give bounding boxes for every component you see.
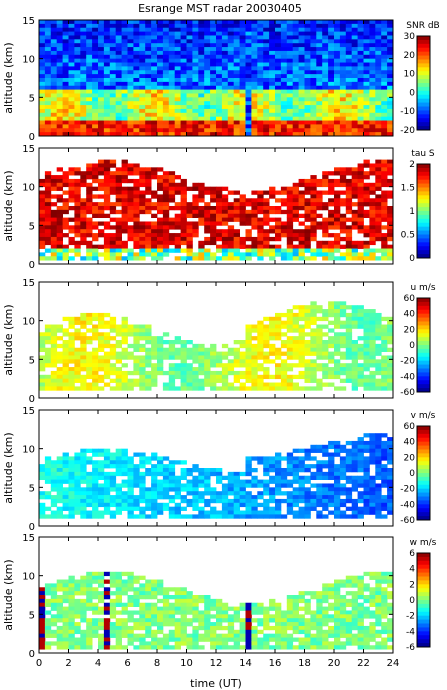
colorbar-unit-label: v m/s: [411, 411, 436, 421]
panel-v: 0 5 10 15 altitude (km) v m/s60 40 20 0 -20 -40 -60: [2, 406, 436, 533]
heatmap-field-w: [39, 571, 394, 650]
figure-title: Esrange MST radar 20030405: [138, 2, 302, 15]
x-tick-label: 6: [124, 658, 130, 669]
heatmap-field-SNR: [39, 20, 394, 137]
panel-u: 0 5 10 15 altitude (km) u m/s60 40 20 0 -20 -40 -60: [2, 278, 436, 405]
y-tick-label: 5: [29, 93, 35, 104]
colorbar-tick-label: -20: [400, 485, 415, 495]
y-tick-label: 10: [22, 445, 35, 456]
y-tick-label: 0: [29, 260, 35, 271]
y-tick-label: 5: [29, 483, 35, 494]
x-tick-label: 4: [95, 658, 101, 669]
colorbar-tick-label: 40: [404, 310, 416, 320]
colorbar-tick-label: 4: [409, 565, 415, 575]
colorbar-tick-label: 20: [404, 325, 416, 335]
colorbar-tick-label: 60: [404, 422, 416, 432]
colorbar-tick-label: -20: [400, 357, 415, 367]
y-tick-label: 5: [29, 355, 35, 366]
x-tick-label: 18: [298, 658, 311, 669]
x-tick-label: 14: [239, 658, 252, 669]
colorbar-tick-label: -2: [406, 612, 415, 622]
y-tick-label: 15: [22, 144, 35, 155]
y-tick-label: 15: [22, 406, 35, 417]
y-tick-label: 0: [29, 649, 35, 660]
x-tick-label: 12: [210, 658, 223, 669]
colorbar-frame: [416, 297, 431, 393]
colorbar-v: v m/s60 40 20 0 -20 -40 -60: [400, 411, 435, 526]
colorbar-tick-label: 0: [409, 596, 415, 606]
colorbar-tick-label: -10: [400, 107, 415, 117]
colorbar-tick-label: -6: [406, 643, 415, 653]
heatmap-field-tau: [39, 159, 394, 261]
x-tick-label: 2: [65, 658, 71, 669]
colorbar-tick-label: -4: [406, 627, 415, 637]
y-tick-label: 5: [29, 610, 35, 621]
y-axis-label: altitude (km): [2, 432, 15, 503]
y-tick-label: 15: [22, 16, 35, 27]
colorbar-tick-label: 20: [404, 51, 416, 61]
colorbar-tick-label: 20: [404, 453, 416, 463]
colorbar-tick-label: -40: [400, 372, 415, 382]
colorbar-tick-label: 30: [404, 32, 416, 42]
colorbar-unit-label: SNR dB: [406, 21, 439, 31]
y-tick-label: 0: [29, 394, 35, 405]
y-tick-label: 5: [29, 221, 35, 232]
x-axis-label: time (UT): [190, 677, 242, 690]
x-tick-label: 24: [387, 658, 400, 669]
colorbar-tick-label: 0.5: [401, 231, 415, 241]
colorbar-tick-label: 0: [409, 341, 415, 351]
colorbar-tick-label: 10: [404, 70, 416, 80]
y-tick-label: 0: [29, 132, 35, 143]
y-tick-label: 10: [22, 572, 35, 583]
colorbar-w: w m/s6 4 2 0 -2 -4 -6: [406, 538, 437, 653]
y-axis-label: altitude (km): [2, 170, 15, 241]
y-axis-label: altitude (km): [2, 304, 15, 375]
colorbar-tick-label: 0: [409, 469, 415, 479]
y-tick-label: 15: [22, 533, 35, 544]
colorbar-tick-label: 2: [409, 580, 415, 590]
panel-tau: 0 5 10 15 altitude (km) tau S2 1.5 1 0.5 0: [2, 144, 435, 271]
colorbar-u: u m/s60 40 20 0 -20 -40 -60: [400, 283, 436, 398]
colorbar-unit-label: u m/s: [410, 283, 435, 293]
colorbar-frame: [416, 163, 431, 259]
colorbar-tick-label: -40: [400, 500, 415, 510]
x-tick-label: 16: [269, 658, 282, 669]
colorbar-tick-label: -20: [400, 126, 415, 136]
colorbar-frame: [416, 35, 431, 131]
y-axis-label: altitude (km): [2, 559, 15, 630]
y-axis-label: altitude (km): [2, 42, 15, 113]
colorbar-unit-label: w m/s: [410, 538, 437, 548]
heatmap-field-u: [39, 301, 394, 391]
x-tick-label: 8: [154, 658, 160, 669]
colorbar-tick-label: 40: [404, 438, 416, 448]
x-tick-label: 10: [180, 658, 193, 669]
x-tick-label: 22: [357, 658, 370, 669]
x-tick-label: 0: [36, 658, 42, 669]
colorbar-tick-label: 0: [409, 254, 415, 264]
colorbar-tick-label: 6: [409, 549, 415, 559]
colorbar-tick-label: 1.5: [401, 184, 415, 194]
y-tick-label: 10: [22, 183, 35, 194]
x-tick-label: 20: [328, 658, 341, 669]
colorbar-frame: [416, 552, 431, 648]
colorbar-tick-label: 0: [409, 88, 415, 98]
colorbar-tick-label: 1: [409, 207, 415, 217]
colorbar-tick-label: 2: [409, 160, 415, 170]
colorbar-tick-label: -60: [400, 388, 415, 398]
colorbar-tick-label: -60: [400, 516, 415, 526]
colorbar-tau: tau S2 1.5 1 0.5 0: [401, 149, 435, 264]
colorbar-unit-label: tau S: [411, 149, 435, 159]
colorbar-tick-label: 60: [404, 294, 416, 304]
heatmap-field-v: [39, 433, 394, 519]
y-tick-label: 10: [22, 55, 35, 66]
y-tick-label: 0: [29, 522, 35, 533]
y-tick-label: 15: [22, 278, 35, 289]
y-tick-label: 10: [22, 317, 35, 328]
colorbar-frame: [416, 425, 431, 521]
